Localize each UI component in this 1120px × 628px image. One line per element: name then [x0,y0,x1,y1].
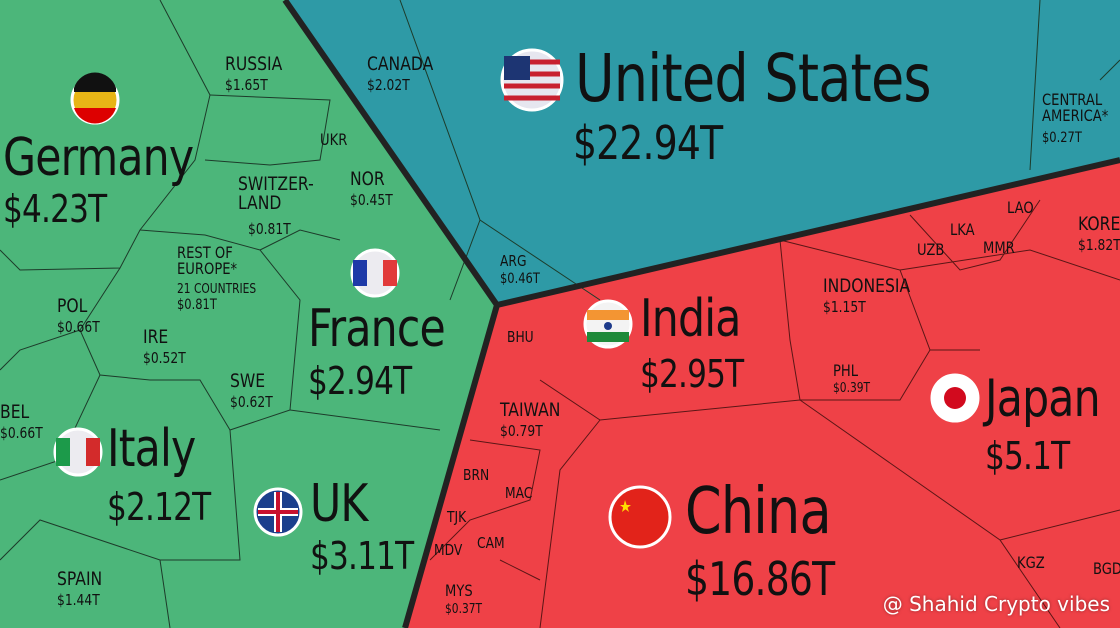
country-value: $4.23T [3,187,107,231]
country-label: KGZ [1017,553,1045,572]
country-label: ARG [500,252,527,270]
country-label: MMR [983,238,1015,257]
country-value: $1.82T [1078,236,1120,254]
country-label: RUSSIA [225,53,283,75]
country-value: $0.52T [143,349,186,367]
country-label: NOR [350,168,385,190]
country-label: KOREA [1078,213,1120,235]
country-value: $0.39T [833,381,871,396]
country-label: IRE [143,326,169,348]
country-label: LAO [1007,198,1034,217]
country-label: SWE [230,370,266,392]
country-value: $2.95T [640,352,744,396]
country-label: MYS [445,581,473,600]
country-label: BEL [0,401,30,423]
country-label: REST OF EUROPE* [177,243,238,278]
country-value: $0.37T [445,602,483,617]
country-label: TAIWAN [500,399,561,421]
country-label: India [640,289,741,349]
country-label: SWITZER- LAND [238,173,314,214]
country-label: France [308,299,446,359]
country-value: $5.1T [985,434,1070,478]
flag-details [56,56,966,532]
country-label: CANADA [367,53,434,75]
country-value: $16.86T [685,552,835,606]
country-value: $0.66T [0,424,43,442]
country-label: China [685,475,832,549]
country-value: $22.94T [573,116,723,170]
country-label: TJK [447,508,467,526]
country-value: $0.27T [1042,130,1082,146]
country-label: INDONESIA [823,275,911,297]
country-label: Germany [3,128,194,188]
country-value: $0.45T [350,191,393,209]
country-value: $2.94T [308,359,412,403]
country-label: CENTRAL AMERICA* [1042,90,1109,125]
country-label: LKA [950,220,975,239]
country-label: MAC [505,484,533,502]
watermark: @ Shahid Crypto vibes [882,592,1110,616]
country-value: $0.81T [248,220,291,238]
country-label: UK [310,474,368,534]
country-value: $1.65T [225,76,268,94]
asia-region [405,160,1120,628]
country-label: POL [57,295,88,317]
country-value: $2.12T [107,485,211,529]
country-value: $0.46T [500,271,540,287]
country-value: $1.15T [823,298,866,316]
country-label: Italy [107,419,196,479]
europe-region [0,0,497,628]
country-label: SPAIN [57,568,103,590]
country-value: $0.66T [57,318,100,336]
country-value: $3.11T [310,534,414,578]
country-label: BRN [463,466,490,484]
region-borders [282,0,1120,628]
country-value: $2.02T [367,76,410,94]
country-label: BGD [1093,559,1120,578]
country-label: UKR [320,130,348,149]
country-label: United States [575,40,932,117]
country-note: 21 COUNTRIES [177,282,257,297]
country-label: BHU [507,328,534,346]
cell-borders [429,199,1120,628]
country-label: CAM [477,534,505,552]
country-label: UZB [917,240,945,259]
country-value: $0.81T [177,297,217,313]
country-label: Japan [985,369,1101,429]
country-label: PHL [833,361,859,380]
country-value: $0.62T [230,393,273,411]
country-value: $0.79T [500,422,543,440]
country-label: MDV [434,541,463,559]
country-value: $1.44T [57,591,100,609]
